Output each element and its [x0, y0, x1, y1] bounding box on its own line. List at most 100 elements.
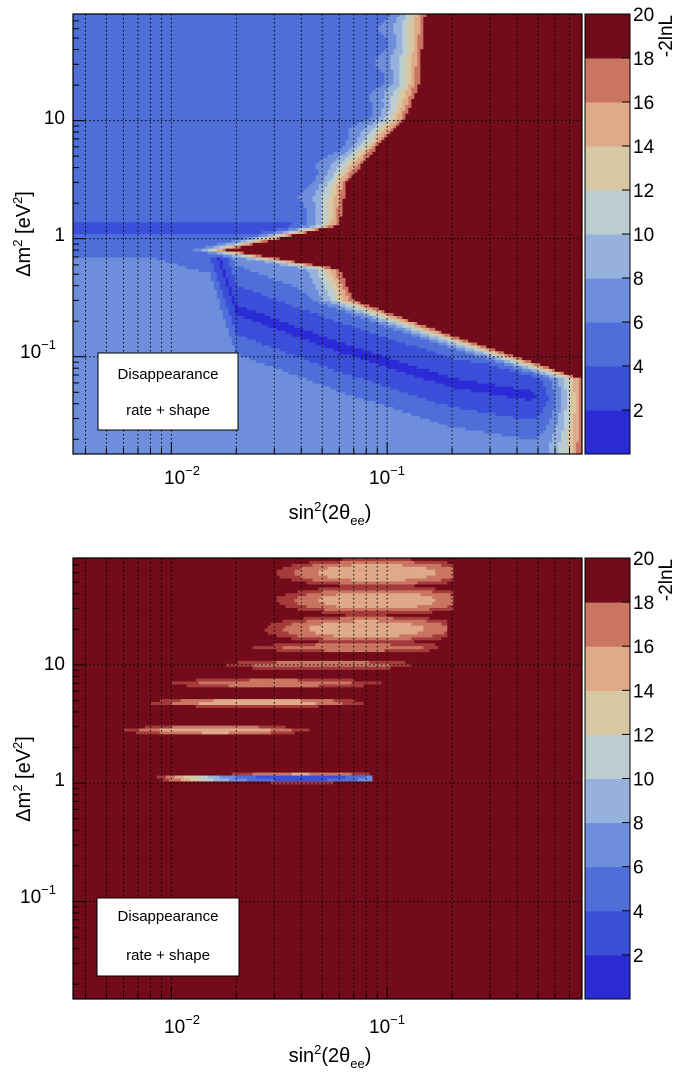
heatmap-cell: [168, 31, 173, 36]
heatmap-cell: [111, 28, 116, 33]
heatmap-cell: [573, 22, 577, 27]
heatmap-cell: [96, 22, 101, 27]
heatmap-cell: [555, 16, 559, 21]
heatmap-cell: [117, 22, 122, 27]
heatmap-cell: [474, 28, 478, 33]
heatmap-cell: [237, 14, 242, 18]
heatmap-cell: [120, 31, 125, 36]
heatmap-cell: [435, 19, 439, 24]
heatmap-cell: [462, 14, 466, 18]
heatmap-cell: [180, 25, 185, 30]
heatmap-cell: [201, 28, 206, 33]
heatmap-cell: [228, 22, 233, 27]
heatmap-cell: [384, 28, 388, 33]
heatmap-cell: [360, 25, 365, 30]
heatmap-cell: [471, 16, 475, 21]
heatmap-cell: [534, 16, 538, 21]
heatmap-cell: [300, 22, 305, 27]
heatmap-cell: [300, 14, 305, 18]
heatmap-cell: [309, 14, 314, 18]
heatmap-cell: [120, 14, 125, 18]
heatmap-cell: [174, 25, 179, 30]
heatmap-cell: [159, 14, 164, 18]
heatmap-cell: [108, 25, 113, 30]
heatmap-cell: [345, 25, 350, 30]
heatmap-cell: [333, 28, 338, 33]
heatmap-cell: [396, 25, 400, 30]
heatmap-cell: [534, 19, 538, 24]
heatmap-cell: [186, 28, 191, 33]
heatmap-cell: [411, 25, 415, 30]
heatmap-cell: [570, 19, 574, 24]
heatmap-cell: [549, 16, 553, 21]
heatmap-cell: [315, 31, 320, 36]
heatmap-cell: [447, 28, 451, 33]
heatmap-cell: [126, 25, 131, 30]
heatmap-cell: [87, 28, 92, 33]
heatmap-cell: [531, 25, 535, 30]
heatmap-cell: [561, 28, 565, 33]
heatmap-cell: [183, 31, 188, 36]
heatmap-cell: [111, 22, 116, 27]
heatmap-cell: [366, 14, 371, 18]
heatmap-cell: [207, 19, 212, 24]
heatmap-cell: [159, 31, 164, 36]
heatmap-cell: [291, 19, 296, 24]
heatmap-cell: [459, 25, 463, 30]
heatmap-cell: [252, 31, 257, 36]
heatmap-cell: [315, 19, 320, 24]
heatmap-cell: [477, 19, 481, 24]
heatmap-cell: [579, 28, 582, 33]
heatmap-cell: [264, 16, 269, 21]
heatmap-cell: [279, 28, 284, 33]
heatmap-cell: [273, 16, 278, 21]
heatmap-cell: [576, 22, 580, 27]
heatmap-cell: [207, 25, 212, 30]
heatmap-cell: [402, 19, 406, 24]
heatmap-cell: [207, 22, 212, 27]
heatmap-cell: [519, 22, 523, 27]
heatmap-cell: [219, 14, 224, 18]
heatmap-cell: [312, 31, 317, 36]
heatmap-cell: [525, 16, 529, 21]
heatmap-cell: [231, 14, 236, 18]
heatmap-cell: [513, 19, 517, 24]
heatmap-cell: [177, 28, 182, 33]
heatmap-cell: [132, 25, 137, 30]
heatmap-cell: [504, 16, 508, 21]
heatmap-cell: [183, 19, 188, 24]
heatmap-cell: [198, 28, 203, 33]
heatmap-cell: [252, 22, 257, 27]
heatmap-cell: [441, 22, 445, 27]
heatmap-cell: [282, 31, 287, 36]
heatmap-cell: [339, 22, 344, 27]
heatmap-cell: [375, 19, 379, 24]
heatmap-cell: [579, 19, 582, 24]
heatmap-cell: [189, 22, 194, 27]
heatmap-cell: [132, 14, 137, 18]
heatmap-cell: [165, 19, 170, 24]
heatmap-cell: [360, 22, 365, 27]
heatmap-cell: [465, 28, 469, 33]
heatmap-cell: [105, 31, 110, 36]
heatmap-cell: [405, 28, 409, 33]
heatmap-cell: [231, 16, 236, 21]
heatmap-cell: [273, 14, 278, 18]
heatmap-cell: [180, 28, 185, 33]
heatmap-cell: [417, 28, 421, 33]
heatmap-cell: [579, 14, 582, 18]
heatmap-cell: [333, 31, 338, 36]
heatmap-cell: [273, 22, 278, 27]
heatmap-cell: [507, 28, 511, 33]
heatmap-cell: [465, 16, 469, 21]
heatmap-cell: [162, 25, 167, 30]
heatmap-cell: [408, 16, 412, 21]
heatmap-cell: [387, 14, 391, 18]
heatmap-cell: [483, 22, 487, 27]
heatmap-cell: [468, 19, 472, 24]
heatmap-cell: [495, 25, 499, 30]
heatmap-cell: [486, 14, 490, 18]
heatmap-cell: [405, 16, 409, 21]
heatmap-cell: [120, 28, 125, 33]
heatmap-cell: [459, 14, 463, 18]
